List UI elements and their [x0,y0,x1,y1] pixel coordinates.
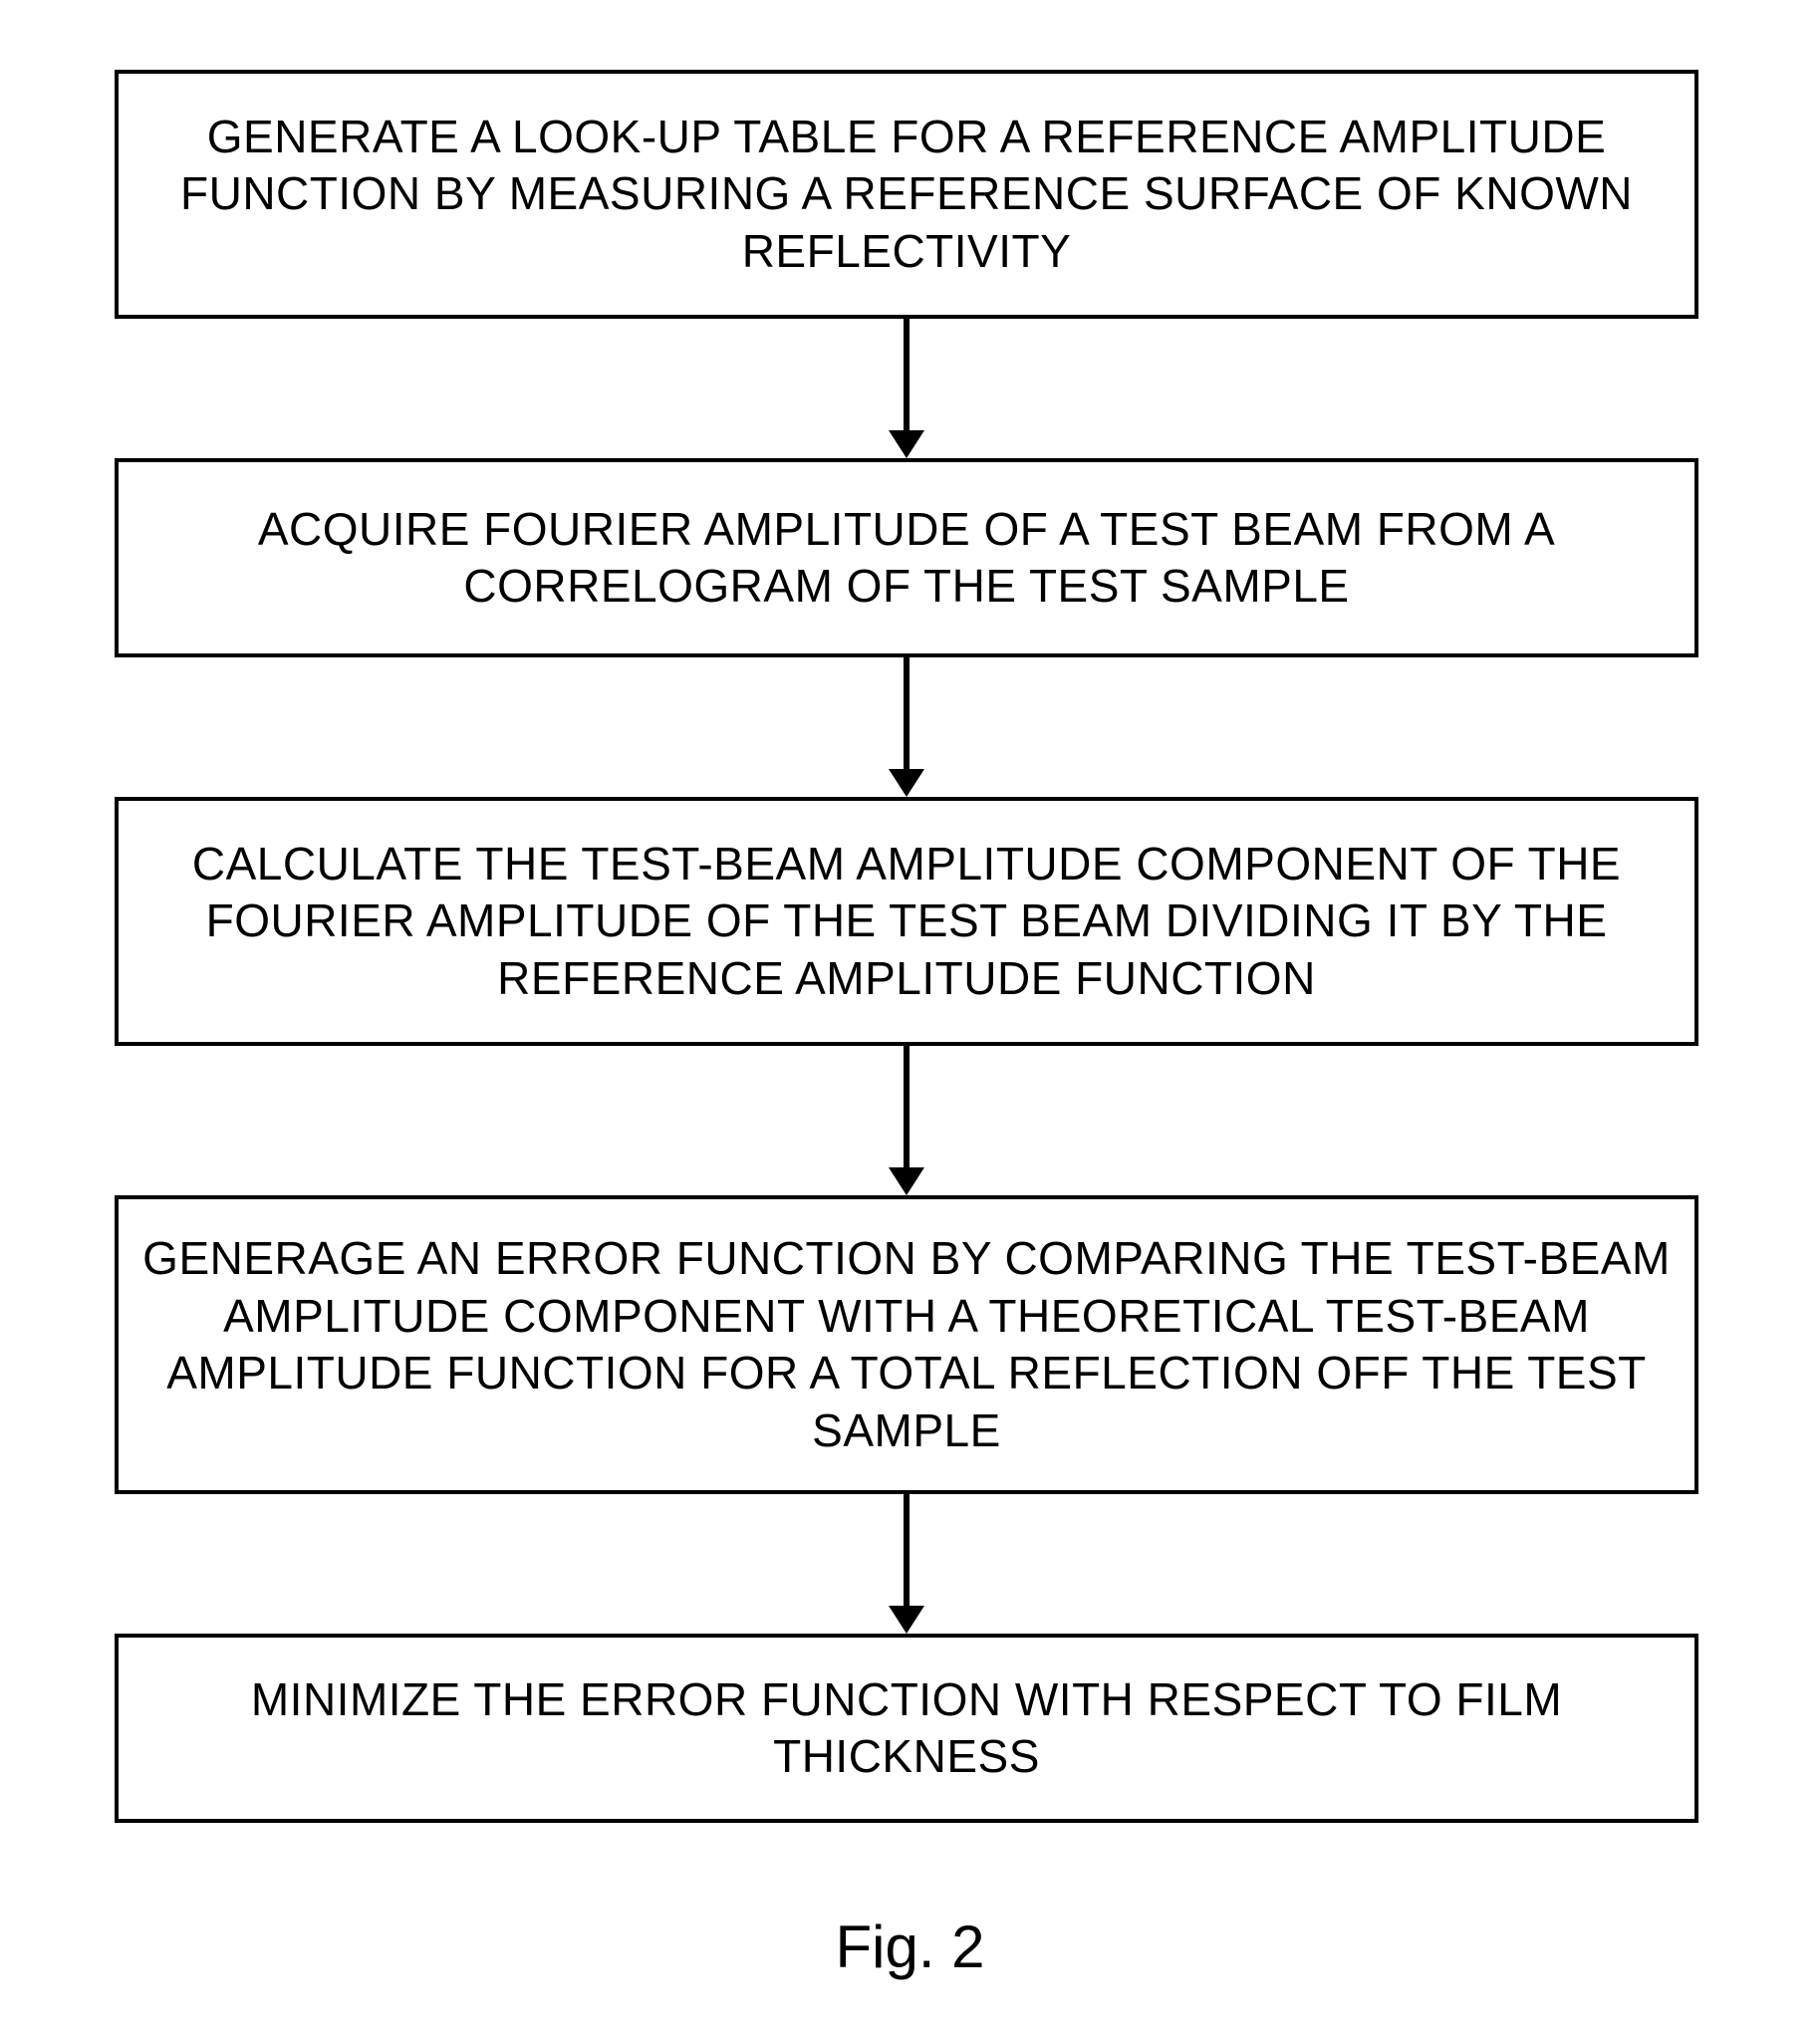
flow-step-4: GENERAGE AN ERROR FUNCTION BY COMPARING … [115,1195,1698,1494]
flow-step-5-text: MINIMIZE THE ERROR FUNCTION WITH RESPECT… [119,1671,1694,1786]
flow-step-4-text: GENERAGE AN ERROR FUNCTION BY COMPARING … [119,1230,1694,1459]
flow-step-5: MINIMIZE THE ERROR FUNCTION WITH RESPECT… [115,1634,1698,1823]
flow-step-3: CALCULATE THE TEST-BEAM AMPLITUDE COMPON… [115,797,1698,1046]
figure-caption: Fig. 2 [0,1912,1820,1981]
flow-step-1: GENERATE A LOOK-UP TABLE FOR A REFERENCE… [115,70,1698,319]
arrow-1-2-head [889,430,924,458]
arrow-1-2-shaft [904,319,910,430]
arrow-4-5-shaft [904,1494,910,1606]
arrow-2-3-shaft [904,657,910,769]
arrow-4-5-head [889,1606,924,1634]
flow-step-2: ACQUIRE FOURIER AMPLITUDE OF A TEST BEAM… [115,458,1698,657]
arrow-3-4-head [889,1167,924,1195]
arrow-2-3-head [889,769,924,797]
flow-step-2-text: ACQUIRE FOURIER AMPLITUDE OF A TEST BEAM… [119,501,1694,616]
arrow-3-4-shaft [904,1046,910,1167]
flow-step-3-text: CALCULATE THE TEST-BEAM AMPLITUDE COMPON… [119,836,1694,1008]
flow-step-1-text: GENERATE A LOOK-UP TABLE FOR A REFERENCE… [119,109,1694,281]
flowchart-canvas: GENERATE A LOOK-UP TABLE FOR A REFERENCE… [0,0,1820,2037]
